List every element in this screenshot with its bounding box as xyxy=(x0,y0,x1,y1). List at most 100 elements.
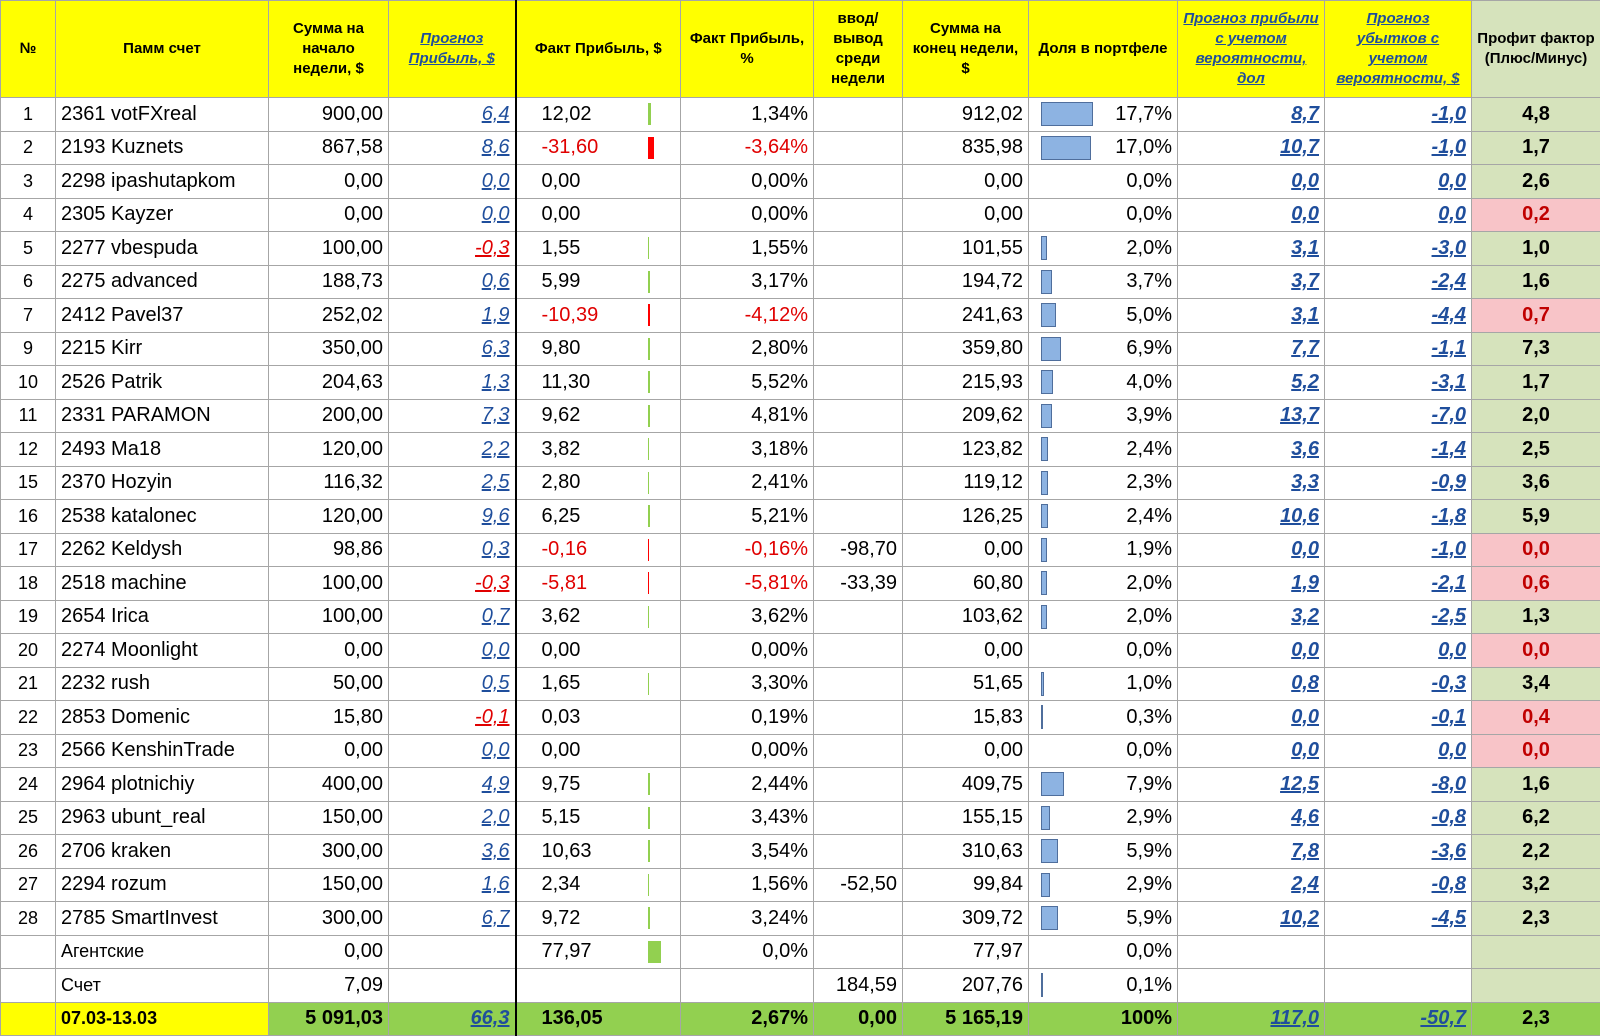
prob-profit[interactable]: 2,4 xyxy=(1178,868,1325,902)
prob-profit[interactable]: 3,7 xyxy=(1178,265,1325,299)
share-databar xyxy=(1041,605,1047,629)
fact-profit-cell: 5,99 xyxy=(516,265,681,299)
prob-profit[interactable]: 3,1 xyxy=(1178,299,1325,333)
end-sum: 155,15 xyxy=(903,801,1029,835)
total-prob-profit[interactable]: 117,0 xyxy=(1178,1002,1325,1035)
forecast-profit[interactable]: 1,6 xyxy=(389,868,516,902)
prob-profit[interactable]: 0,0 xyxy=(1178,165,1325,199)
forecast-profit[interactable]: 0,0 xyxy=(389,198,516,232)
prob-profit[interactable]: 0,0 xyxy=(1178,634,1325,668)
fact-profit-pct: 1,55% xyxy=(681,232,814,266)
forecast-profit[interactable]: 0,0 xyxy=(389,634,516,668)
prob-loss[interactable]: -4,4 xyxy=(1325,299,1472,333)
prob-profit[interactable]: 12,5 xyxy=(1178,768,1325,802)
header-prob-loss[interactable]: Прогноз убытков с учетом вероятности, $ xyxy=(1325,1,1472,98)
prob-loss[interactable]: -2,1 xyxy=(1325,567,1472,601)
prob-profit[interactable]: 5,2 xyxy=(1178,366,1325,400)
forecast-profit[interactable]: 8,6 xyxy=(389,131,516,165)
prob-loss[interactable]: -0,1 xyxy=(1325,701,1472,735)
prob-loss[interactable]: -0,3 xyxy=(1325,667,1472,701)
forecast-profit[interactable]: 0,0 xyxy=(389,734,516,768)
start-sum: 252,02 xyxy=(269,299,389,333)
prob-profit[interactable]: 3,6 xyxy=(1178,433,1325,467)
prob-loss[interactable]: -0,8 xyxy=(1325,801,1472,835)
prob-profit[interactable]: 10,2 xyxy=(1178,902,1325,936)
forecast-profit[interactable]: 6,3 xyxy=(389,332,516,366)
header-share: Доля в портфеле xyxy=(1029,1,1178,98)
prob-loss[interactable]: -2,5 xyxy=(1325,600,1472,634)
forecast-profit[interactable]: 2,2 xyxy=(389,433,516,467)
account-name: 2526 Patrik xyxy=(56,366,269,400)
prob-loss[interactable]: -8,0 xyxy=(1325,768,1472,802)
forecast-profit[interactable]: 3,6 xyxy=(389,835,516,869)
prob-profit[interactable]: 0,0 xyxy=(1178,198,1325,232)
prob-loss[interactable]: -3,0 xyxy=(1325,232,1472,266)
prob-loss[interactable]: -1,0 xyxy=(1325,533,1472,567)
header-forecast[interactable]: Прогноз Прибыль, $ xyxy=(389,1,516,98)
prob-profit[interactable]: 13,7 xyxy=(1178,399,1325,433)
forecast-profit[interactable]: 0,5 xyxy=(389,667,516,701)
prob-loss[interactable]: -1,0 xyxy=(1325,131,1472,165)
prob-profit[interactable]: 3,1 xyxy=(1178,232,1325,266)
share-databar xyxy=(1041,873,1050,897)
prob-profit[interactable]: 10,7 xyxy=(1178,131,1325,165)
fact-profit-value: 6,25 xyxy=(542,505,581,527)
prob-loss[interactable]: 0,0 xyxy=(1325,198,1472,232)
forecast-profit[interactable]: 9,6 xyxy=(389,500,516,534)
fact-profit-cell: -5,81 xyxy=(516,567,681,601)
prob-profit[interactable]: 0,0 xyxy=(1178,701,1325,735)
prob-loss[interactable]: -1,8 xyxy=(1325,500,1472,534)
prob-profit[interactable]: 0,0 xyxy=(1178,533,1325,567)
prob-loss[interactable]: 0,0 xyxy=(1325,734,1472,768)
forecast-profit xyxy=(389,969,516,1003)
profit-databar xyxy=(648,438,649,460)
forecast-profit[interactable]: 0,7 xyxy=(389,600,516,634)
forecast-profit[interactable]: 6,7 xyxy=(389,902,516,936)
forecast-profit[interactable]: 0,6 xyxy=(389,265,516,299)
forecast-profit[interactable]: -0,3 xyxy=(389,567,516,601)
forecast-profit[interactable]: 2,0 xyxy=(389,801,516,835)
prob-loss[interactable]: -0,8 xyxy=(1325,868,1472,902)
prob-profit[interactable]: 3,3 xyxy=(1178,466,1325,500)
share-cell: 2,4% xyxy=(1029,500,1178,534)
forecast-profit[interactable]: 1,3 xyxy=(389,366,516,400)
forecast-profit[interactable]: 0,0 xyxy=(389,165,516,199)
prob-loss[interactable]: -1,4 xyxy=(1325,433,1472,467)
share-value: 0,3% xyxy=(1126,706,1172,728)
prob-loss[interactable]: -4,5 xyxy=(1325,902,1472,936)
prob-loss[interactable]: -1,1 xyxy=(1325,332,1472,366)
prob-profit[interactable]: 4,6 xyxy=(1178,801,1325,835)
prob-loss[interactable]: -2,4 xyxy=(1325,265,1472,299)
forecast-profit[interactable]: 0,3 xyxy=(389,533,516,567)
prob-profit[interactable]: 3,2 xyxy=(1178,600,1325,634)
prob-loss[interactable]: -0,9 xyxy=(1325,466,1472,500)
forecast-profit[interactable]: 6,4 xyxy=(389,98,516,132)
share-cell: 0,0% xyxy=(1029,198,1178,232)
end-sum: 207,76 xyxy=(903,969,1029,1003)
prob-profit[interactable]: 8,7 xyxy=(1178,98,1325,132)
forecast-profit[interactable]: 4,9 xyxy=(389,768,516,802)
prob-loss[interactable]: 0,0 xyxy=(1325,634,1472,668)
prob-profit[interactable]: 10,6 xyxy=(1178,500,1325,534)
account-name: 2370 Hozyin xyxy=(56,466,269,500)
prob-profit[interactable]: 0,8 xyxy=(1178,667,1325,701)
prob-profit[interactable]: 1,9 xyxy=(1178,567,1325,601)
total-forecast[interactable]: 66,3 xyxy=(389,1002,516,1035)
prob-loss[interactable]: -7,0 xyxy=(1325,399,1472,433)
forecast-profit[interactable]: 1,9 xyxy=(389,299,516,333)
prob-loss[interactable]: -3,6 xyxy=(1325,835,1472,869)
prob-loss[interactable]: 0,0 xyxy=(1325,165,1472,199)
forecast-profit[interactable]: -0,3 xyxy=(389,232,516,266)
forecast-profit[interactable]: -0,1 xyxy=(389,701,516,735)
forecast-profit[interactable]: 7,3 xyxy=(389,399,516,433)
prob-profit[interactable]: 7,7 xyxy=(1178,332,1325,366)
prob-profit[interactable]: 7,8 xyxy=(1178,835,1325,869)
header-prob-profit[interactable]: Прогноз прибыли с учетом вероятности, до… xyxy=(1178,1,1325,98)
share-cell: 0,0% xyxy=(1029,734,1178,768)
prob-loss[interactable]: -1,0 xyxy=(1325,98,1472,132)
total-prob-loss[interactable]: -50,7 xyxy=(1325,1002,1472,1035)
prob-profit[interactable]: 0,0 xyxy=(1178,734,1325,768)
prob-loss[interactable]: -3,1 xyxy=(1325,366,1472,400)
forecast-profit[interactable]: 2,5 xyxy=(389,466,516,500)
